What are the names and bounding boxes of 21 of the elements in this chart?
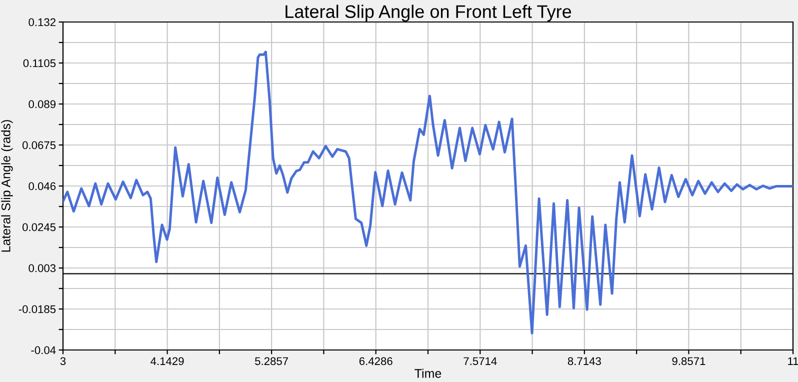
y-tick-label: 0.1105 [23,59,56,68]
x-tick-label: 6.4286 [359,357,392,366]
y-tick-label: 0.046 [28,182,56,190]
x-tick-label: 5.2857 [255,357,288,366]
y-tick-label: 0.089 [28,100,56,108]
y-tick-label: -0.0185 [18,305,56,314]
y-axis-title: Lateral Slip Angle (rads) [1,120,13,252]
line-series [63,50,793,334]
y-tick-label: 0.0675 [22,141,56,150]
y-tick-label: 0.0245 [22,223,56,232]
x-tick-label: 4.1429 [150,357,184,366]
x-tick-label: 11 [788,357,798,365]
x-tick-label: 7.5714 [464,357,497,366]
x-axis-title: Time [414,368,442,378]
x-tick-label: 3 [60,357,66,366]
y-tick-label: 0.132 [28,18,56,26]
y-tick-label: -0.04 [31,346,56,354]
chart-title: Lateral Slip Angle on Front Left Tyre [286,4,572,22]
x-tick-label: 8.7143 [568,357,601,366]
x-tick-label: 9.8571 [672,357,706,366]
y-tick-label: 0.003 [28,264,56,272]
